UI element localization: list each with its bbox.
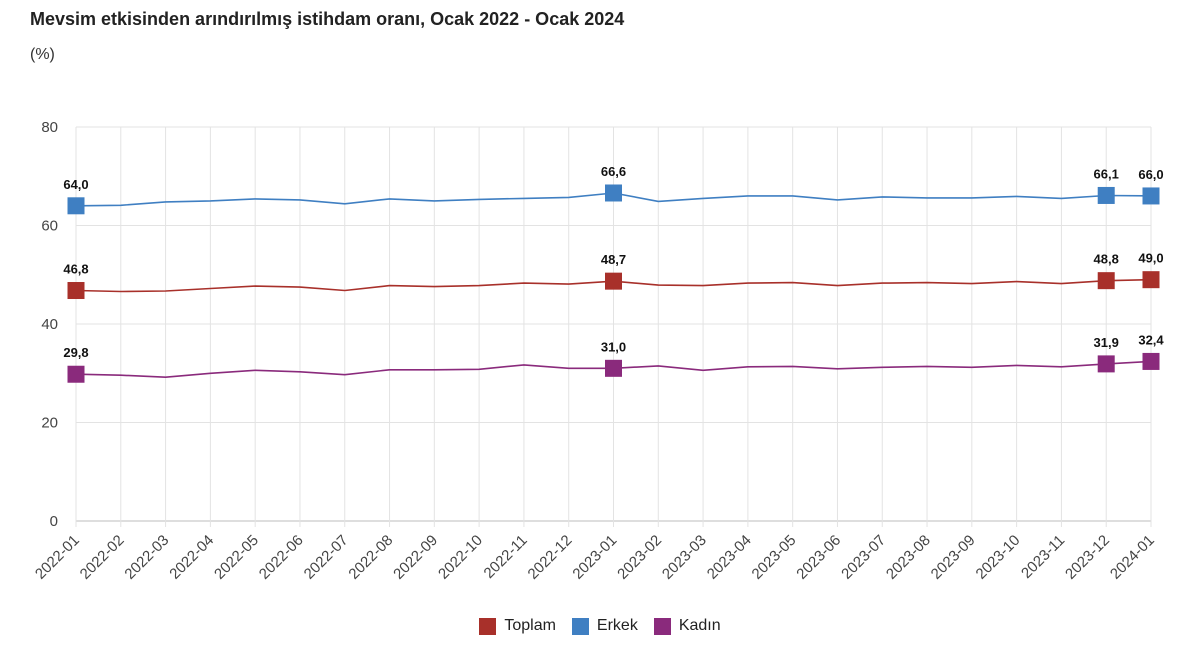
y-tick-label: 60 xyxy=(41,218,58,235)
x-tick-label: 2024-01 xyxy=(1107,532,1158,583)
y-tick-label: 80 xyxy=(41,119,58,136)
axes: 0204060802022-012022-022022-032022-04202… xyxy=(32,119,1158,583)
x-tick-label: 2023-04 xyxy=(704,532,755,583)
y-tick-label: 0 xyxy=(50,513,58,530)
grid xyxy=(75,126,1152,527)
series xyxy=(67,184,1160,383)
y-tick-label: 20 xyxy=(41,415,58,432)
data-marker xyxy=(1142,352,1160,370)
x-tick-label: 2023-09 xyxy=(928,532,979,583)
legend-swatch-erkek xyxy=(571,617,589,635)
data-label: 49,0 xyxy=(1138,251,1163,266)
data-label: 66,0 xyxy=(1138,167,1163,182)
data-label: 66,1 xyxy=(1094,166,1119,181)
x-tick-label: 2023-10 xyxy=(972,532,1023,583)
chart-title: Mevsim etkisinden arındırılmış istihdam … xyxy=(30,9,625,29)
x-tick-label: 2022-09 xyxy=(390,532,441,583)
x-tick-label: 2022-07 xyxy=(301,532,352,583)
x-tick-label: 2022-03 xyxy=(121,532,172,583)
data-marker xyxy=(1142,271,1160,289)
data-label: 32,4 xyxy=(1138,332,1164,347)
legend-label-erkek: Erkek xyxy=(596,617,638,634)
data-marker xyxy=(1097,186,1115,204)
x-tick-label: 2023-01 xyxy=(569,532,620,583)
data-marker xyxy=(605,359,622,377)
x-tick-label: 2022-02 xyxy=(77,532,128,583)
data-labels: 46,8 48,7 48,8 49,0 64,0 66,6 66,1 66,0 29,8 31,0… xyxy=(63,164,1164,360)
x-tick-label: 2023-05 xyxy=(749,532,800,583)
x-tick-label: 2022-01 xyxy=(32,532,83,583)
legend-label-kadin: Kadın xyxy=(678,617,721,634)
x-tick-label: 2022-11 xyxy=(481,532,531,582)
data-label: 46,8 xyxy=(63,262,88,277)
legend-label-toplam: Toplam xyxy=(504,617,556,634)
legend-item-erkek[interactable]: Erkek xyxy=(571,617,638,635)
data-label: 29,8 xyxy=(63,345,88,360)
x-tick-label: 2023-08 xyxy=(883,532,934,583)
data-marker xyxy=(67,197,85,215)
data-marker xyxy=(1097,355,1115,373)
data-label: 31,9 xyxy=(1094,335,1119,350)
data-marker xyxy=(67,282,85,300)
data-marker xyxy=(1097,272,1115,290)
line-chart: 0204060802022-012022-022022-032022-04202… xyxy=(32,119,1165,583)
data-marker xyxy=(1142,187,1160,205)
data-label: 48,7 xyxy=(601,252,626,267)
legend: Toplam Erkek Kadın xyxy=(0,617,1200,635)
x-tick-label: 2023-03 xyxy=(659,532,710,583)
x-tick-label: 2022-08 xyxy=(345,532,396,583)
x-tick-label: 2023-11 xyxy=(1018,532,1068,582)
data-label: 64,0 xyxy=(63,177,88,192)
x-tick-label: 2022-04 xyxy=(166,532,217,583)
data-marker xyxy=(605,184,622,202)
data-marker xyxy=(67,365,85,383)
legend-swatch-toplam xyxy=(479,617,497,635)
x-tick-label: 2023-02 xyxy=(614,532,665,583)
chart-subtitle: (%) xyxy=(30,46,55,63)
x-tick-label: 2022-06 xyxy=(256,532,307,583)
data-label: 66,6 xyxy=(601,164,626,179)
x-tick-label: 2023-12 xyxy=(1062,532,1113,583)
legend-item-kadin[interactable]: Kadın xyxy=(653,617,721,635)
x-tick-label: 2022-05 xyxy=(211,532,262,583)
data-marker xyxy=(605,272,622,290)
x-tick-label: 2023-07 xyxy=(838,532,889,583)
y-tick-label: 40 xyxy=(41,316,58,333)
data-label: 48,8 xyxy=(1094,252,1119,267)
data-label: 31,0 xyxy=(601,339,626,354)
x-tick-label: 2023-06 xyxy=(793,532,844,583)
legend-swatch-kadin xyxy=(653,617,671,635)
x-tick-label: 2022-10 xyxy=(435,532,486,583)
legend-item-toplam[interactable]: Toplam xyxy=(479,617,556,635)
x-tick-label: 2022-12 xyxy=(525,532,576,583)
